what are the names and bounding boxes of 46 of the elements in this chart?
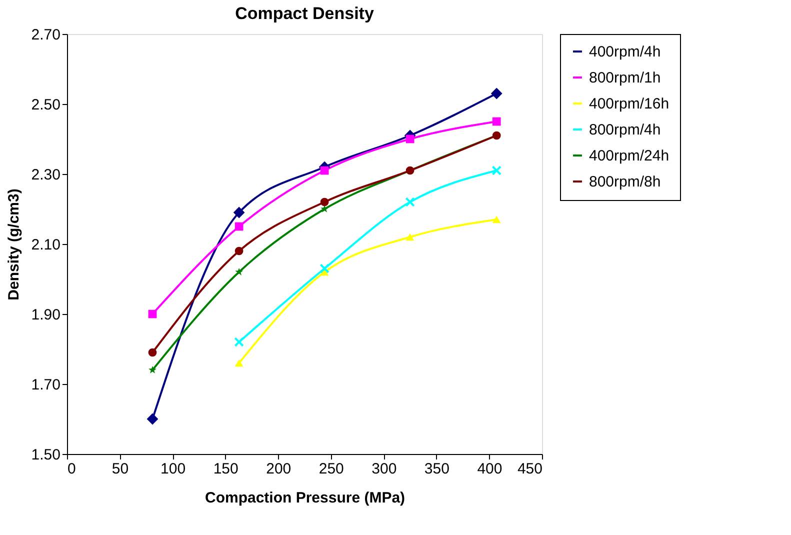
point (235, 268, 244, 276)
x-tick-label: 250 (318, 460, 344, 478)
point (234, 337, 244, 347)
legend-label: 800rpm/8h (589, 174, 661, 190)
point (406, 134, 414, 144)
y-tick-label: 1.90 (31, 306, 60, 324)
point (406, 233, 414, 241)
x-axis-title: Compaction Pressure (MPa) (204, 490, 406, 506)
point (320, 264, 330, 274)
point (492, 166, 502, 176)
point (148, 310, 157, 318)
point (320, 166, 329, 175)
point (233, 206, 245, 218)
legend-label: 400rpm/4h (589, 44, 661, 60)
point (492, 216, 501, 224)
x-tick-label: 450 (517, 460, 542, 478)
chart-title: Compact Density (235, 4, 374, 23)
point (148, 348, 157, 357)
x-tick-label: 350 (424, 460, 450, 478)
point (146, 413, 158, 425)
legend-label: 400rpm/16h (589, 96, 670, 112)
x-tick-label: 0 (68, 460, 76, 478)
x-tick-label: 300 (372, 460, 397, 478)
point (148, 366, 156, 374)
legend-label: 800rpm/1h (589, 70, 661, 86)
y-axis-title: Density (g/cm3) (5, 188, 22, 300)
point (320, 198, 329, 206)
point (492, 117, 501, 126)
x-tick-label: 100 (160, 460, 186, 478)
y-tick-label: 1.70 (31, 376, 60, 394)
y-tick-label: 2.50 (31, 96, 60, 114)
point (405, 197, 415, 207)
y-tick-label: 2.70 (31, 26, 60, 44)
point (490, 88, 502, 100)
x-tick-label: 150 (213, 460, 238, 478)
x-tick-label: 200 (266, 460, 292, 478)
y-tick-label: 1.50 (31, 446, 60, 464)
legend-label: 800rpm/4h (589, 122, 661, 138)
x-tick-label: 400 (477, 460, 502, 478)
y-tick-label: 2.10 (31, 236, 60, 254)
y-tick-label: 2.30 (31, 166, 60, 184)
x-tick-label: 50 (112, 460, 129, 478)
point (234, 246, 244, 256)
legend-label: 400rpm/24h (589, 148, 670, 164)
point (234, 359, 244, 367)
point (234, 222, 244, 231)
